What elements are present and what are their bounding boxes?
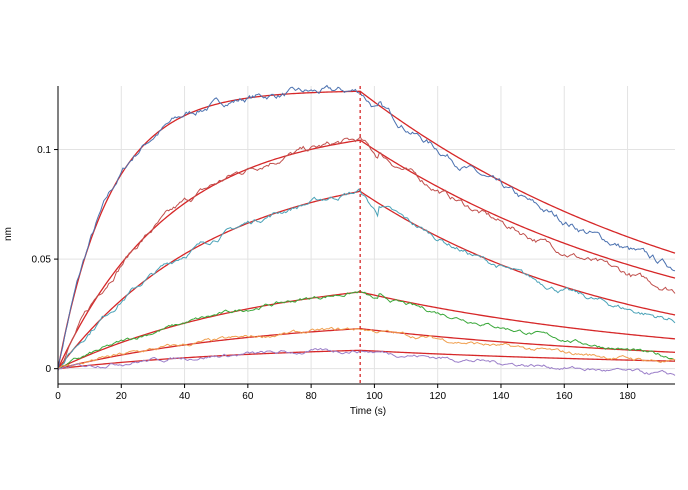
grid <box>58 86 675 384</box>
fit-curve-3 <box>57 190 676 370</box>
y-tick-label: 0.05 <box>32 255 52 266</box>
data-trace-1 <box>57 84 676 372</box>
x-tick-label: 100 <box>366 391 383 402</box>
fit-curves <box>57 90 676 370</box>
data-traces <box>57 84 676 376</box>
data-trace-5 <box>57 326 676 370</box>
y-axis-title: nm <box>3 227 14 241</box>
x-tick-label: 40 <box>179 391 191 402</box>
x-tick-label: 0 <box>55 391 61 402</box>
y-tick-label: 0 <box>45 364 51 375</box>
x-tick-label: 80 <box>306 391 318 402</box>
data-trace-6 <box>57 347 676 376</box>
fit-curve-5 <box>57 327 676 370</box>
data-trace-4 <box>57 290 676 370</box>
x-tick-label: 20 <box>116 391 128 402</box>
x-axis-title: Time (s) <box>350 406 386 417</box>
fit-curve-2 <box>57 139 676 369</box>
fit-curve-6 <box>57 349 676 370</box>
x-tick-label: 160 <box>556 391 573 402</box>
x-tick-label: 120 <box>429 391 446 402</box>
x-tick-label: 180 <box>619 391 636 402</box>
tick-labels: 0 20 40 60 80 100 120 140 160 180 0 0.05 0.1 <box>32 145 637 402</box>
data-trace-2 <box>57 135 676 371</box>
axes <box>54 86 675 388</box>
x-tick-label: 140 <box>493 391 510 402</box>
y-tick-label: 0.1 <box>37 145 51 156</box>
x-tick-label: 60 <box>242 391 254 402</box>
data-trace-3 <box>57 188 676 370</box>
